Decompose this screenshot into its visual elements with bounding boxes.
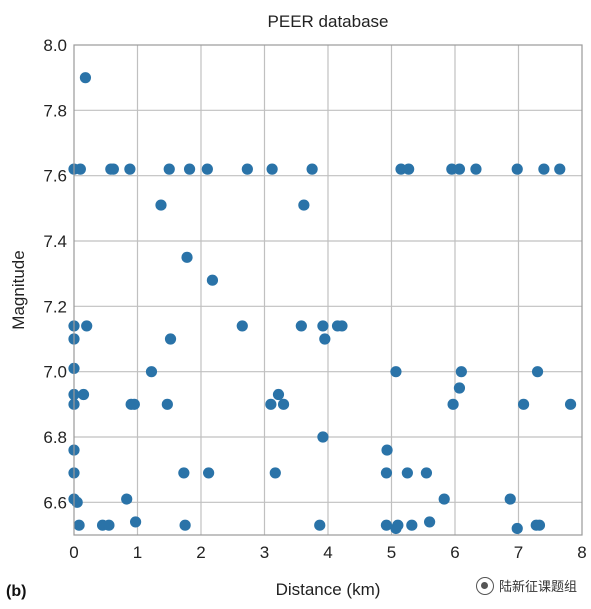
- data-point: [236, 320, 248, 332]
- y-axis-ticks: 6.6 6.8 7.0 7.2 7.4 7.6 7.8 8.0: [43, 36, 67, 512]
- y-tick-label: 7.6: [43, 167, 67, 186]
- y-tick-label: 8.0: [43, 36, 67, 55]
- data-point: [206, 274, 219, 286]
- data-point: [504, 493, 516, 505]
- data-point: [163, 163, 175, 175]
- x-tick-label: 1: [133, 543, 142, 562]
- data-point: [77, 388, 90, 401]
- data-point: [380, 519, 393, 531]
- data-point: [538, 163, 550, 175]
- x-tick-label: 4: [323, 543, 332, 562]
- data-point: [277, 398, 290, 410]
- data-point: [533, 519, 546, 531]
- data-point: [181, 251, 193, 263]
- data-point: [74, 163, 86, 175]
- y-tick-label: 7.0: [43, 363, 67, 382]
- grid: [74, 45, 582, 535]
- data-point: [447, 398, 459, 410]
- x-tick-label: 7: [514, 543, 523, 562]
- data-point: [129, 516, 142, 528]
- data-point: [161, 398, 173, 410]
- data-point: [317, 431, 329, 443]
- data-point: [266, 163, 278, 175]
- data-point: [511, 163, 523, 175]
- data-point: [392, 519, 404, 531]
- watermark: 陆新征课题组: [475, 576, 577, 595]
- data-point: [272, 388, 285, 401]
- data-point: [241, 163, 253, 175]
- data-point: [319, 333, 331, 345]
- data-point: [317, 320, 329, 332]
- data-point: [79, 72, 92, 84]
- chart-title: PEER database: [268, 12, 389, 31]
- x-axis-ticks: 0 1 2 3 4 5 6 7 8: [69, 543, 586, 562]
- data-point: [71, 496, 83, 508]
- data-point: [531, 366, 544, 378]
- data-point: [390, 366, 402, 378]
- data-point: [381, 444, 393, 456]
- data-point: [103, 519, 115, 531]
- data-point: [295, 320, 307, 332]
- data-point: [453, 382, 466, 394]
- data-point: [81, 320, 93, 332]
- data-point: [178, 467, 190, 479]
- data-point: [203, 467, 215, 479]
- data-point: [201, 163, 213, 175]
- data-point: [183, 163, 196, 175]
- data-point: [128, 398, 140, 410]
- data-point: [517, 398, 530, 410]
- data-point: [121, 493, 133, 505]
- x-axis-title: Distance (km): [276, 580, 381, 599]
- data-point: [73, 519, 85, 531]
- data-point: [420, 467, 433, 479]
- x-tick-label: 6: [450, 543, 459, 562]
- data-point: [164, 333, 177, 345]
- watermark-text: 陆新征课题组: [498, 580, 577, 595]
- data-point: [298, 199, 310, 211]
- data-point: [406, 519, 418, 531]
- data-point: [145, 366, 158, 378]
- y-tick-label: 7.8: [43, 101, 67, 120]
- data-point: [380, 467, 393, 479]
- data-point: [403, 163, 415, 175]
- x-tick-label: 8: [577, 543, 586, 562]
- data-point: [564, 398, 577, 410]
- data-point: [314, 519, 326, 531]
- y-tick-label: 7.4: [43, 232, 67, 251]
- data-point: [269, 467, 281, 479]
- x-tick-label: 5: [387, 543, 396, 562]
- data-point: [107, 163, 119, 175]
- data-points: [68, 72, 577, 535]
- y-tick-label: 6.8: [43, 428, 67, 447]
- data-point: [265, 398, 277, 410]
- plot-frame: [73, 44, 583, 536]
- x-tick-label: 2: [196, 543, 205, 562]
- watermark-icon: [475, 576, 494, 595]
- data-point: [179, 519, 191, 531]
- panel-label: (b): [6, 583, 26, 600]
- data-point: [306, 163, 318, 175]
- x-tick-label: 3: [260, 543, 269, 562]
- data-point: [155, 199, 167, 211]
- data-point: [511, 522, 523, 535]
- data-point: [554, 163, 566, 175]
- y-axis-title: Magnitude: [9, 250, 28, 329]
- data-point: [401, 467, 413, 479]
- data-point: [438, 493, 450, 505]
- data-point: [124, 163, 136, 175]
- y-tick-label: 7.2: [43, 297, 67, 316]
- data-point: [336, 320, 348, 332]
- data-point: [455, 366, 467, 378]
- data-point: [453, 163, 466, 175]
- data-point: [470, 163, 482, 175]
- data-point: [424, 516, 436, 528]
- x-tick-label: 0: [69, 543, 78, 562]
- y-tick-label: 6.6: [43, 493, 67, 512]
